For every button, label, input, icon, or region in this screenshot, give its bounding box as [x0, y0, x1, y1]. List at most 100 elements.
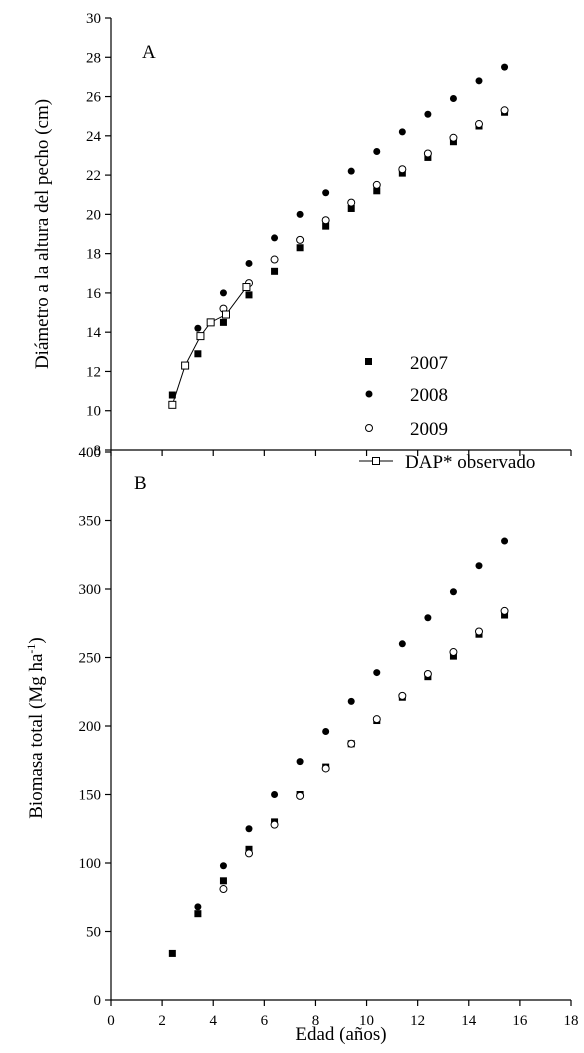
b-point-2008 — [449, 588, 457, 596]
legend-marker-dap — [372, 457, 380, 465]
legend-marker-2007 — [365, 358, 372, 365]
b-point-2008 — [194, 903, 202, 911]
b-y-tick-label: 250 — [79, 651, 102, 667]
legend-label-dap: DAP* observado — [405, 452, 535, 473]
legend-label-2007: 2007 — [410, 353, 448, 374]
b-point-2009 — [347, 739, 356, 748]
panel-b: B 0 50 100 150 200 250 300 350 400 0 2 4 6 8 10 12 14 16… — [24, 445, 579, 1045]
panel-b-series — [168, 537, 509, 957]
a-point-dap-observado — [242, 283, 251, 292]
panel-b-label: B — [134, 473, 147, 494]
a-point-2008 — [398, 128, 406, 136]
b-point-2007 — [168, 949, 176, 957]
b-point-2009 — [398, 691, 407, 700]
b-point-2009 — [500, 606, 509, 615]
b-point-2009 — [245, 849, 253, 858]
b-y-tick-label: 400 — [79, 445, 102, 461]
b-y-tick-label: 50 — [86, 925, 101, 941]
b-point-2008 — [347, 697, 355, 705]
a-point-2008 — [424, 110, 432, 118]
a-point-2008 — [475, 77, 483, 85]
b-point-2007 — [245, 845, 253, 853]
a-y-tick-label: 20 — [86, 207, 101, 223]
b-point-2009 — [321, 764, 330, 773]
a-point-dap-observado — [222, 310, 230, 319]
a-point-2007 — [271, 267, 279, 275]
b-x-tick-label: 12 — [410, 1013, 425, 1029]
a-point-dap-observado — [206, 318, 215, 327]
a-point-2008 — [245, 259, 253, 267]
b-y-tick-label: 350 — [79, 514, 102, 530]
a-point-2007 — [219, 318, 227, 326]
a-point-2008 — [271, 234, 279, 242]
legend-label-2008: 2008 — [410, 385, 448, 406]
a-point-dap-observado — [196, 332, 205, 341]
a-point-2009 — [347, 198, 356, 207]
b-y-tick-label: 0 — [94, 993, 102, 1009]
b-x-tick-label: 0 — [107, 1013, 115, 1029]
b-x-tick-label: 18 — [564, 1013, 579, 1029]
a-point-2008 — [296, 210, 304, 218]
a-y-tick-label: 12 — [86, 364, 101, 380]
b-x-tick-label: 6 — [261, 1013, 269, 1029]
b-x-tick-label: 16 — [512, 1013, 528, 1029]
panel-b-x-axis-title: Edad (años) — [295, 1024, 386, 1045]
b-x-tick-label: 4 — [209, 1013, 217, 1029]
b-point-2008 — [245, 825, 253, 833]
a-point-2009 — [423, 149, 432, 158]
a-point-2007 — [296, 244, 304, 252]
b-point-2008 — [271, 791, 279, 798]
b-y-tick-label: 150 — [79, 788, 102, 804]
legend-marker-2009 — [365, 424, 373, 432]
a-point-dap-observado — [168, 400, 177, 409]
a-point-2009 — [270, 255, 279, 264]
a-point-2007 — [245, 291, 253, 299]
a-y-tick-label: 10 — [86, 404, 101, 420]
b-y-tick-label: 300 — [79, 582, 102, 598]
a-point-2008 — [219, 289, 227, 297]
a-point-2008 — [194, 324, 202, 332]
b-y-tick-label: 100 — [79, 856, 102, 872]
legend-label-2009: 2009 — [410, 419, 448, 440]
a-y-tick-label: 26 — [86, 90, 102, 106]
a-point-dap-observado — [181, 361, 190, 370]
b-point-2009 — [475, 627, 483, 636]
b-point-2008 — [475, 562, 483, 570]
a-point-2009 — [321, 216, 330, 225]
b-point-2009 — [270, 820, 279, 829]
panel-b-y-axis-title-close: ) — [26, 637, 47, 643]
b-x-tick-label: 10 — [359, 1013, 374, 1029]
a-point-2007 — [322, 222, 330, 230]
a-y-tick-label: 18 — [86, 247, 101, 263]
panel-a-y-ticks: 8 10 12 14 16 18 20 22 24 26 28 30 — [86, 11, 111, 459]
a-point-2007 — [347, 204, 355, 212]
a-y-tick-label: 24 — [86, 129, 102, 145]
a-y-tick-label: 30 — [86, 11, 101, 27]
a-point-2007 — [373, 187, 381, 195]
b-point-2009 — [372, 715, 381, 724]
a-point-2009 — [296, 235, 305, 244]
panel-a-y-axis-title: Diámetro a la altura del pecho (cm) — [32, 99, 53, 369]
panel-a-label: A — [142, 42, 156, 63]
a-point-2009 — [372, 180, 381, 189]
legend-marker-2008 — [365, 390, 373, 398]
a-point-2007 — [194, 350, 202, 358]
a-y-tick-label: 28 — [86, 50, 101, 66]
panel-a: A 8 10 12 14 16 18 20 22 24 26 28 30 Diámetro a la … — [32, 11, 572, 473]
panel-b-y-axis-title: Biomasa total (Mg ha-1) — [24, 637, 47, 819]
b-point-2008 — [424, 614, 432, 622]
a-point-2009 — [475, 120, 483, 129]
a-y-tick-label: 22 — [86, 168, 101, 184]
b-point-2007 — [219, 877, 227, 885]
a-y-tick-label: 8 — [94, 443, 102, 459]
panel-a-series — [168, 63, 509, 409]
panel-b-x-ticks: 0 2 4 6 8 10 12 14 16 18 — [107, 1000, 579, 1029]
b-point-2009 — [449, 648, 458, 657]
b-point-2008 — [373, 669, 381, 677]
b-point-2008 — [501, 537, 509, 545]
b-y-tick-label: 200 — [79, 719, 102, 735]
b-x-tick-label: 8 — [312, 1013, 320, 1029]
b-point-2009 — [296, 791, 305, 800]
b-point-2007 — [194, 910, 202, 918]
